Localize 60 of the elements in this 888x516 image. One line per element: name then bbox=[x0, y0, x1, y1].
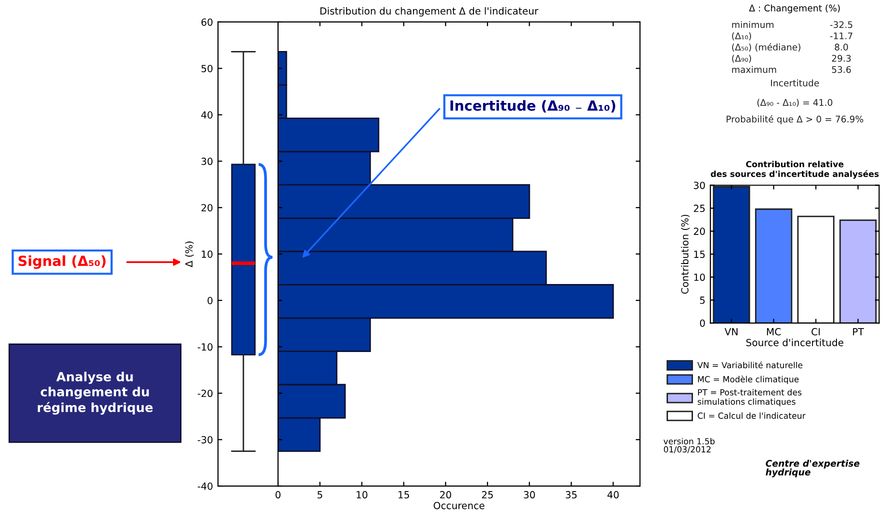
text: -11.7 bbox=[830, 32, 852, 40]
y-axis-title: Contribution (%) bbox=[680, 214, 690, 294]
x-tick-label: 10 bbox=[356, 491, 368, 498]
text: version 1.5b 01/03/2012 bbox=[664, 438, 715, 454]
x-tick-label: 35 bbox=[566, 491, 577, 498]
text: minimum bbox=[732, 21, 774, 28]
text: Incertitude bbox=[771, 79, 819, 86]
x-tick-label: 30 bbox=[524, 491, 535, 498]
x-tick-label: VN bbox=[724, 328, 738, 336]
x-tick-label: 5 bbox=[318, 491, 322, 498]
y-tick-label: 60 bbox=[201, 18, 212, 26]
y-tick-label: 15 bbox=[694, 250, 705, 258]
text: maximum bbox=[732, 66, 776, 73]
text: Signal (Δ₅₀) bbox=[18, 255, 106, 269]
y-tick-label: 25 bbox=[694, 204, 705, 212]
y-tick-label: 30 bbox=[202, 158, 212, 166]
y-tick-label: -20 bbox=[198, 390, 212, 398]
y-tick-label: -40 bbox=[198, 482, 212, 490]
y-tick-label: 20 bbox=[694, 228, 705, 235]
y-axis-title: Δ (%) bbox=[185, 242, 194, 268]
y-tick-label: 0 bbox=[208, 296, 212, 304]
x-tick-label: 25 bbox=[482, 491, 493, 498]
legend-label: MC = Modèle climatique bbox=[698, 376, 799, 384]
text: (Δ₁₀) bbox=[732, 32, 752, 40]
text: 53.6 bbox=[832, 66, 851, 73]
y-tick-label: 40 bbox=[201, 111, 212, 119]
x-tick-label: MC bbox=[767, 328, 781, 336]
text: Δ : Changement (%) bbox=[749, 4, 840, 14]
legend-label: VN = Variabilité naturelle bbox=[697, 361, 802, 368]
y-tick-label: 50 bbox=[202, 64, 212, 72]
y-tick-label: 0 bbox=[700, 319, 705, 327]
x-axis-title: Source d'incertitude bbox=[746, 338, 844, 346]
text: 8.0 bbox=[834, 44, 848, 51]
x-tick-label: 15 bbox=[398, 491, 410, 498]
y-tick-label: -30 bbox=[198, 436, 212, 444]
x-tick-label: CI bbox=[812, 328, 820, 336]
text: Probabilité que Δ > 0 = 76.9% bbox=[726, 115, 864, 124]
x-tick-label: 0 bbox=[276, 491, 280, 498]
text: -32.5 bbox=[830, 21, 852, 28]
legend-label: PT = Post-traitement des simulations climatiques bbox=[698, 388, 802, 406]
text: (Δ₅₀) (médiane) bbox=[732, 43, 800, 52]
y-tick-label: 30 bbox=[694, 182, 705, 190]
legend-label: CI = Calcul de l'indicateur bbox=[698, 412, 806, 419]
text: Analyse du changement du régime hydrique bbox=[38, 372, 153, 415]
y-tick-label: -10 bbox=[198, 343, 212, 351]
text: (Δ₉₀) bbox=[732, 54, 752, 63]
x-tick-label: PT bbox=[853, 328, 864, 336]
chart-title: Contribution relative des sources d'incertitude analysées bbox=[710, 160, 879, 179]
y-tick-label: 5 bbox=[700, 296, 705, 304]
text: Centre d'expertise hydrique bbox=[766, 460, 860, 478]
x-tick-label: 20 bbox=[440, 491, 452, 498]
y-tick-label: 20 bbox=[201, 204, 212, 212]
y-tick-label: 10 bbox=[694, 274, 705, 281]
x-axis-title: Occurence bbox=[434, 502, 484, 510]
annotation: Incertitude (Δ₉₀ ₋ Δ₁₀) bbox=[450, 100, 616, 112]
text: (Δ₉₀ - Δ₁₀) = 41.0 bbox=[757, 98, 832, 107]
chart-title: Distribution du changement Δ de l'indicateur bbox=[320, 7, 538, 17]
y-tick-label: 10 bbox=[202, 250, 212, 258]
x-tick-label: 40 bbox=[607, 491, 619, 498]
text: 29.3 bbox=[832, 54, 851, 62]
